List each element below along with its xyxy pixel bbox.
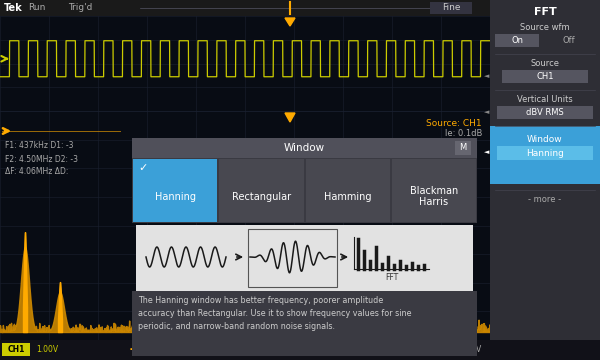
Text: Source wfm: Source wfm xyxy=(520,23,570,32)
FancyBboxPatch shape xyxy=(132,291,477,356)
Text: Run: Run xyxy=(28,4,46,13)
FancyBboxPatch shape xyxy=(0,16,490,111)
Text: ➡  0.00000s: ➡ 0.00000s xyxy=(130,345,177,354)
FancyBboxPatch shape xyxy=(495,34,539,47)
FancyBboxPatch shape xyxy=(430,2,472,14)
Text: F1: 437kHz D1: -3: F1: 437kHz D1: -3 xyxy=(5,141,74,150)
FancyBboxPatch shape xyxy=(490,0,600,360)
Text: The Hanning window has better frequency, poorer amplitude
accuracy than Rectangu: The Hanning window has better frequency,… xyxy=(138,296,412,332)
Text: ◄: ◄ xyxy=(484,149,489,155)
Text: 02 Mar 2020: 02 Mar 2020 xyxy=(411,345,459,354)
Text: ΔF: 4.06MHz ΔD:: ΔF: 4.06MHz ΔD: xyxy=(5,167,68,176)
Text: - more -: - more - xyxy=(529,195,562,204)
FancyBboxPatch shape xyxy=(502,70,588,83)
Text: le: 0.1dB: le: 0.1dB xyxy=(445,129,482,138)
Polygon shape xyxy=(285,113,295,122)
Text: Vertical Units: Vertical Units xyxy=(517,95,573,104)
Text: ◄: ◄ xyxy=(484,73,489,79)
FancyBboxPatch shape xyxy=(0,0,600,16)
Text: FFT: FFT xyxy=(385,273,398,282)
Text: Hamming: Hamming xyxy=(324,192,371,202)
FancyBboxPatch shape xyxy=(132,158,477,223)
Text: Rectangular: Rectangular xyxy=(232,192,291,202)
Text: Hanning: Hanning xyxy=(526,148,564,158)
Text: ✓: ✓ xyxy=(138,163,148,173)
FancyBboxPatch shape xyxy=(0,111,490,340)
Text: 10.0kHz: 10.0kHz xyxy=(340,345,371,354)
Text: Off: Off xyxy=(563,36,575,45)
Polygon shape xyxy=(285,18,295,26)
Text: dBV RMS: dBV RMS xyxy=(526,108,564,117)
Text: Window: Window xyxy=(527,135,563,144)
Text: ◄: ◄ xyxy=(484,109,489,115)
FancyBboxPatch shape xyxy=(542,34,596,47)
Text: 1.00V: 1.00V xyxy=(36,345,58,354)
Text: CH1: CH1 xyxy=(536,72,554,81)
Text: FFT: FFT xyxy=(533,7,556,17)
Text: F2: 4.50MHz D2: -3: F2: 4.50MHz D2: -3 xyxy=(5,154,78,163)
Text: CCEXP: CCEXP xyxy=(347,316,413,334)
FancyBboxPatch shape xyxy=(136,225,473,291)
Text: Source: CH1: Source: CH1 xyxy=(427,118,482,127)
Text: Source: Source xyxy=(530,59,560,68)
Text: Tek: Tek xyxy=(4,3,23,13)
Text: Hanning: Hanning xyxy=(155,192,196,202)
FancyBboxPatch shape xyxy=(392,159,476,222)
Text: Window: Window xyxy=(284,143,325,153)
FancyBboxPatch shape xyxy=(490,126,600,184)
FancyBboxPatch shape xyxy=(497,146,593,160)
FancyBboxPatch shape xyxy=(133,159,217,222)
Text: Trig'd: Trig'd xyxy=(68,4,92,13)
FancyBboxPatch shape xyxy=(497,106,593,119)
Text: Blackman
Harris: Blackman Harris xyxy=(410,186,458,207)
Text: M: M xyxy=(460,144,467,153)
Text: Fine: Fine xyxy=(442,4,460,13)
Text: CH1: CH1 xyxy=(7,345,25,354)
Text: 0.00V: 0.00V xyxy=(460,345,482,354)
FancyBboxPatch shape xyxy=(2,343,30,356)
FancyBboxPatch shape xyxy=(132,138,477,158)
Text: On: On xyxy=(511,36,523,45)
Text: 2000 points: 2000 points xyxy=(232,345,278,354)
FancyBboxPatch shape xyxy=(305,159,390,222)
FancyBboxPatch shape xyxy=(0,340,600,360)
FancyBboxPatch shape xyxy=(455,141,471,155)
FancyBboxPatch shape xyxy=(219,159,304,222)
